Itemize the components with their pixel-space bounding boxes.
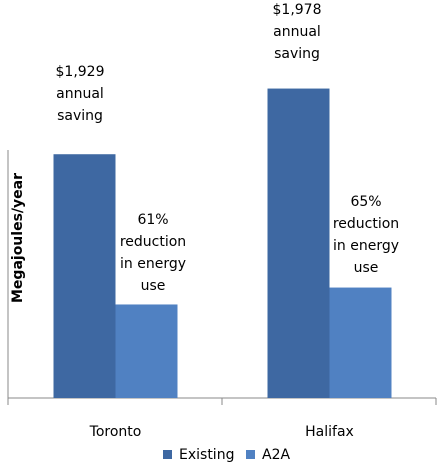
legend-label: Existing — [179, 447, 234, 463]
annotation: reduction — [333, 216, 399, 232]
bar — [53, 154, 116, 398]
bar — [115, 304, 178, 398]
annotation: annual — [56, 86, 104, 102]
annotation: 65% — [350, 194, 381, 210]
annotation: in energy — [333, 238, 399, 254]
bar — [329, 287, 392, 398]
legend-swatch — [163, 450, 172, 459]
x-tick-label: Toronto — [89, 424, 142, 440]
annotation: in energy — [120, 256, 186, 272]
bar — [267, 88, 330, 399]
legend-label: A2A — [262, 447, 290, 463]
annotation: use — [354, 260, 379, 276]
annotation: saving — [57, 108, 103, 124]
annotation: $1,978 — [273, 2, 322, 18]
x-tick-label: Halifax — [305, 424, 354, 440]
annotation: annual — [273, 24, 321, 40]
annotation: saving — [274, 46, 320, 62]
annotation: $1,929 — [56, 64, 105, 80]
annotation: 61% — [137, 212, 168, 228]
y-axis-label: Megajoules/year — [10, 173, 26, 303]
annotation: use — [141, 278, 166, 294]
annotation: reduction — [120, 234, 186, 250]
legend-swatch — [246, 450, 255, 459]
